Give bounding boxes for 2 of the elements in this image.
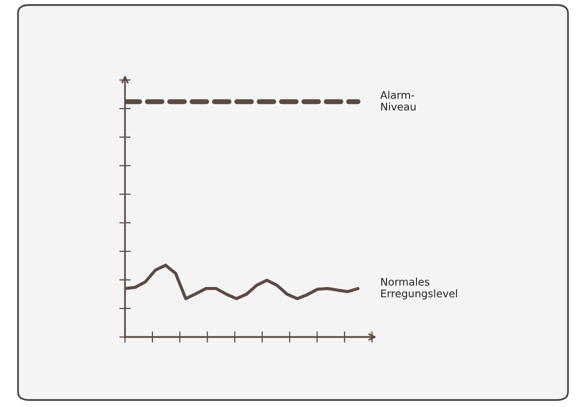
text: Alarm- Niveau bbox=[380, 90, 416, 111]
text: Normales Erregungslevel bbox=[381, 278, 458, 300]
